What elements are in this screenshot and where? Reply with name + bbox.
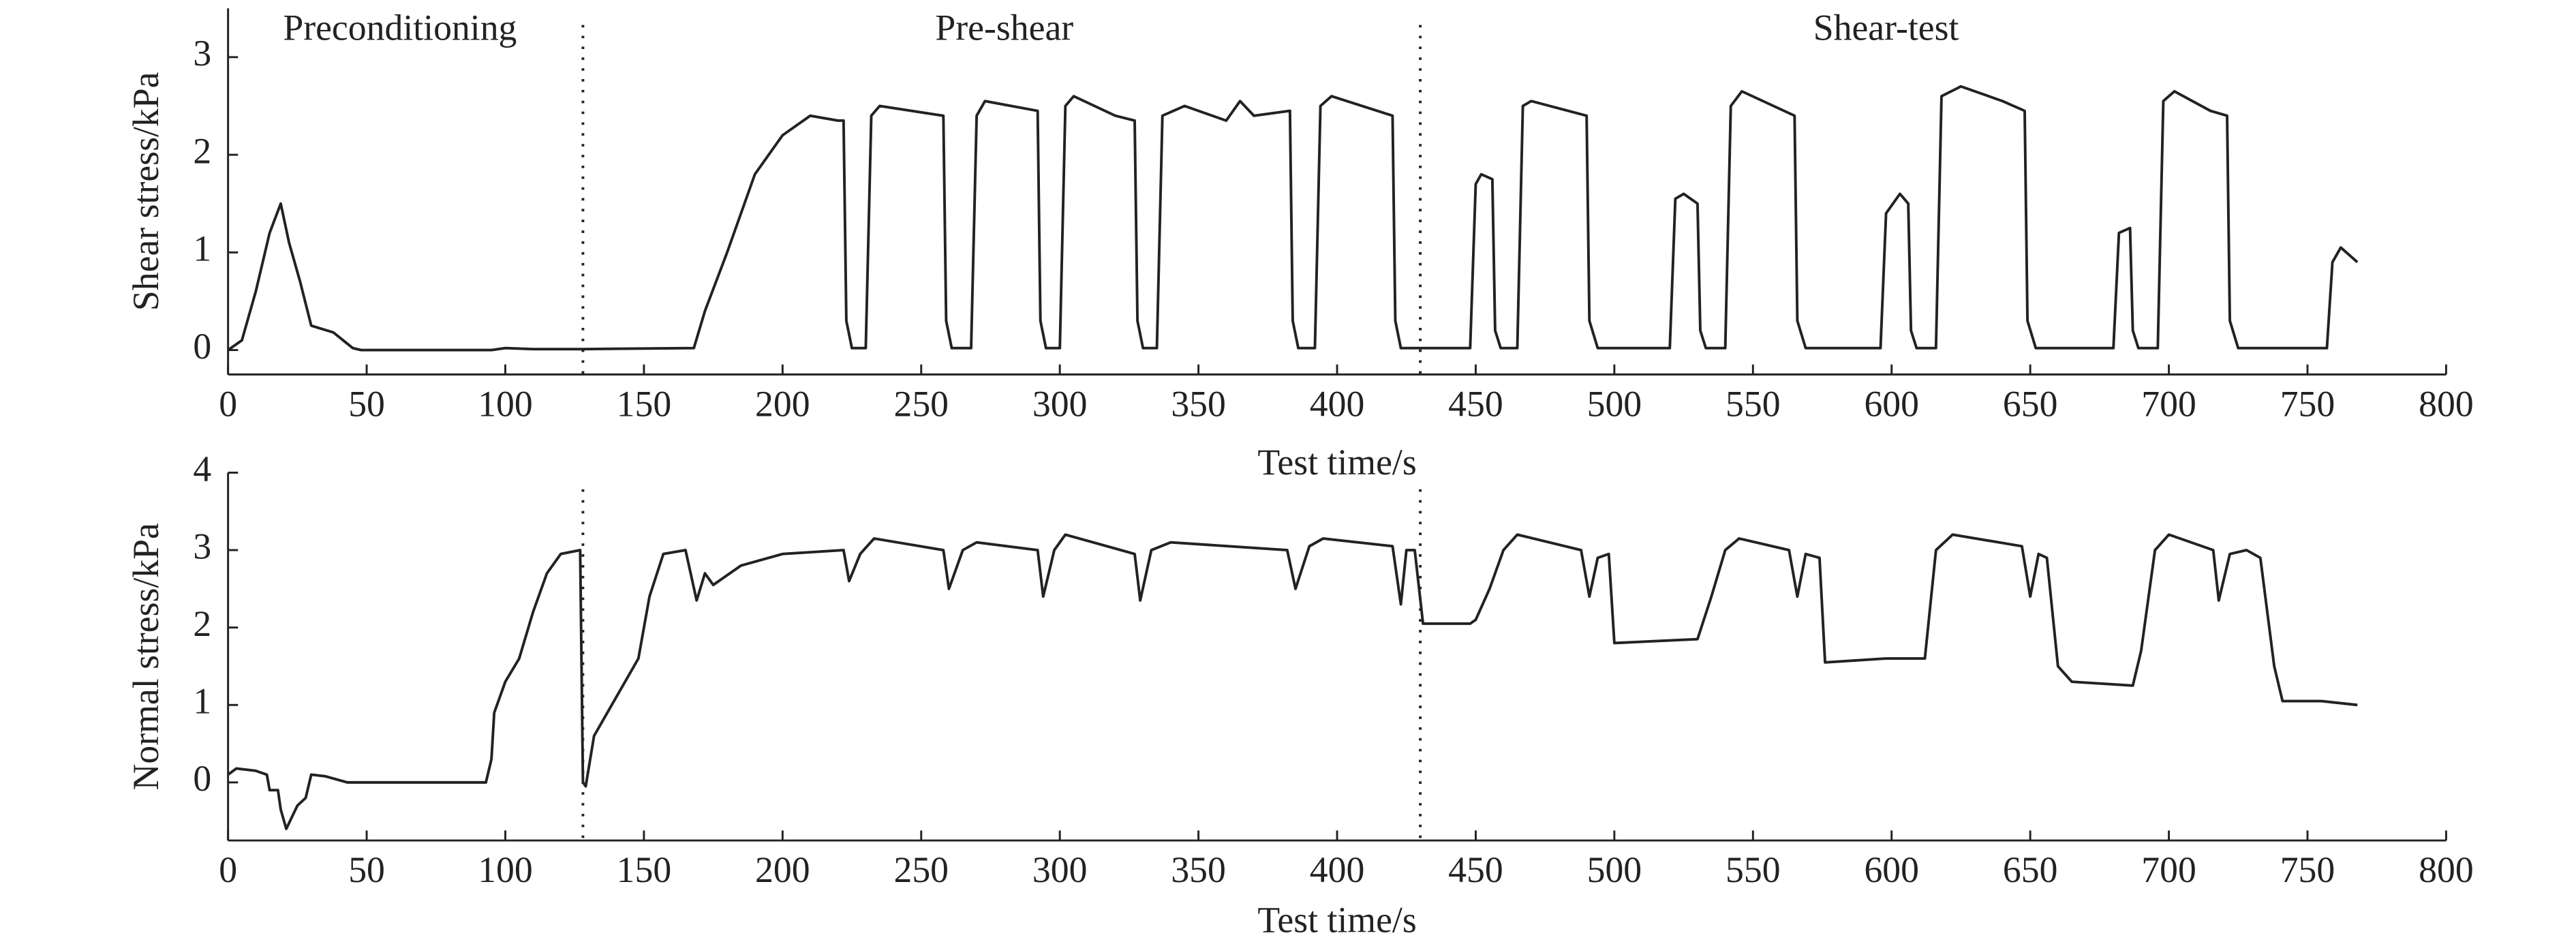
y-axis-label: Shear stress/kPa xyxy=(125,72,166,311)
x-tick-label: 650 xyxy=(2003,384,2058,425)
x-tick-label: 200 xyxy=(755,849,810,890)
x-tick-label: 50 xyxy=(348,384,385,425)
y-tick-label: 4 xyxy=(193,449,211,489)
x-tick-label: 350 xyxy=(1171,849,1226,890)
x-tick-label: 550 xyxy=(1726,384,1781,425)
x-axis-label: Test time/s xyxy=(1257,442,1416,483)
y-axis-label: Normal stress/kPa xyxy=(125,523,166,790)
x-tick-label: 500 xyxy=(1587,384,1642,425)
y-tick-label: 1 xyxy=(193,228,211,269)
y-tick-label: 0 xyxy=(193,758,211,799)
x-tick-label: 800 xyxy=(2419,384,2474,425)
x-tick-label: 450 xyxy=(1448,849,1503,890)
x-axis-label: Test time/s xyxy=(1257,899,1416,940)
y-tick-label: 2 xyxy=(193,603,211,644)
x-tick-label: 750 xyxy=(2280,849,2335,890)
x-tick-label: 500 xyxy=(1587,849,1642,890)
y-tick-label: 3 xyxy=(193,526,211,566)
data-line xyxy=(227,85,2359,352)
x-tick-label: 0 xyxy=(219,849,237,890)
y-tick-label: 0 xyxy=(193,326,211,367)
y-tick-label: 2 xyxy=(193,130,211,171)
x-tick-label: 250 xyxy=(893,849,949,890)
x-tick-label: 650 xyxy=(2003,849,2058,890)
y-tick-label: 1 xyxy=(193,681,211,722)
phase-label: Shear-test xyxy=(1813,7,1959,48)
x-tick-label: 450 xyxy=(1448,384,1503,425)
x-tick-label: 200 xyxy=(755,384,810,425)
phase-label: Preconditioning xyxy=(283,7,517,48)
y-tick-label: 3 xyxy=(193,33,211,74)
phase-label: Pre-shear xyxy=(935,7,1073,48)
x-tick-label: 750 xyxy=(2280,384,2335,425)
x-tick-label: 300 xyxy=(1032,849,1088,890)
x-tick-label: 50 xyxy=(348,849,385,890)
x-tick-label: 150 xyxy=(617,849,672,890)
x-tick-label: 350 xyxy=(1171,384,1226,425)
x-tick-label: 400 xyxy=(1310,384,1365,425)
x-tick-label: 250 xyxy=(893,384,949,425)
x-tick-label: 600 xyxy=(1864,849,1919,890)
x-tick-label: 700 xyxy=(2141,849,2196,890)
x-tick-label: 300 xyxy=(1032,384,1088,425)
x-tick-label: 150 xyxy=(617,384,672,425)
data-line xyxy=(227,533,2358,830)
x-tick-label: 0 xyxy=(219,384,237,425)
x-tick-label: 550 xyxy=(1726,849,1781,890)
x-tick-label: 800 xyxy=(2419,849,2474,890)
x-tick-label: 600 xyxy=(1864,384,1919,425)
x-tick-label: 700 xyxy=(2141,384,2196,425)
x-tick-label: 400 xyxy=(1310,849,1365,890)
x-tick-label: 100 xyxy=(478,849,533,890)
x-tick-label: 100 xyxy=(478,384,533,425)
